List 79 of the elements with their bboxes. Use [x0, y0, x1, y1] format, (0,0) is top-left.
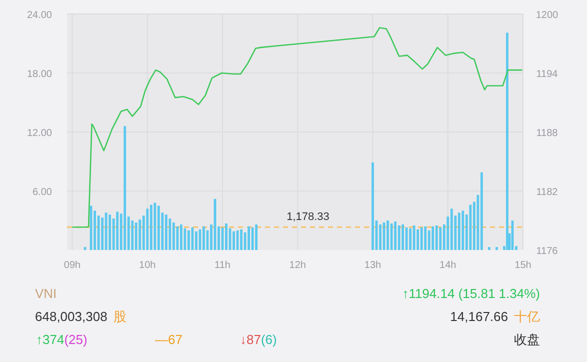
y-tick-label: 12.00: [26, 128, 52, 139]
bar: [116, 212, 119, 250]
bar: [412, 225, 416, 250]
bar: [372, 162, 374, 250]
bar: [188, 230, 190, 250]
bar: [379, 224, 382, 250]
bar: [168, 218, 172, 250]
bar: [488, 247, 490, 250]
text: (25): [64, 332, 88, 347]
bar: [432, 226, 434, 250]
bar: [202, 226, 205, 250]
bar: [435, 225, 438, 250]
bar: [496, 247, 498, 250]
x-tick-label: 12h: [289, 260, 306, 271]
text: 收盘: [514, 332, 540, 347]
y-tick-label: 24.00: [26, 10, 52, 21]
bar: [157, 206, 160, 250]
bar: [416, 229, 420, 250]
text: (6): [260, 332, 277, 347]
line-series: [72, 27, 523, 228]
y-tick-label: 18.00: [26, 69, 52, 80]
bar: [405, 227, 408, 250]
bar: [469, 204, 472, 250]
y2-tick-label: 1176: [536, 246, 558, 257]
bar: [480, 172, 483, 250]
bar: [131, 220, 134, 250]
text: VNI: [35, 286, 57, 301]
bar: [394, 221, 396, 250]
bar: [402, 224, 404, 250]
text: ↑374: [36, 332, 64, 347]
text: 股: [113, 309, 126, 324]
bar: [172, 222, 175, 250]
bar: [138, 220, 142, 250]
bar: [164, 214, 168, 250]
text: 14,167.66: [450, 309, 508, 324]
ref-line-label: 1,178.33: [286, 211, 330, 224]
bar: [439, 227, 442, 250]
bar: [506, 32, 508, 250]
text: ↓87: [240, 332, 261, 347]
y2-tick-label: 1194: [536, 69, 558, 80]
bar: [420, 227, 423, 250]
x-tick-label: 14h: [440, 260, 456, 271]
bar: [458, 212, 460, 250]
bar: [248, 226, 250, 250]
x-tick-label: 15h: [514, 260, 532, 271]
x-tick-label: 13h: [364, 260, 382, 271]
bar: [150, 204, 152, 250]
x-tick-label: 10h: [139, 260, 156, 271]
bar: [386, 220, 389, 250]
bar: [428, 230, 430, 250]
bar: [462, 210, 464, 250]
bar: [195, 231, 198, 250]
bar: [424, 226, 427, 250]
text: 648,003,308: [35, 309, 108, 324]
bar: [146, 208, 149, 250]
bar: [104, 212, 108, 250]
text: —67: [155, 332, 182, 347]
bar: [255, 224, 258, 250]
bar: [154, 202, 156, 250]
bar: [180, 224, 182, 250]
bar: [251, 227, 254, 250]
y2-tick-label: 1188: [536, 128, 558, 139]
bar: [225, 223, 228, 250]
text: ↑1194.14 (15.81 1.34%): [402, 286, 540, 301]
bar: [240, 229, 242, 250]
x-tick-label: 09h: [64, 260, 81, 271]
text: 十亿: [514, 309, 540, 324]
y-tick-label: 6.00: [32, 187, 52, 198]
bar: [232, 231, 235, 250]
bar: [124, 126, 126, 250]
y2-tick-label: 1200: [536, 10, 559, 21]
bar: [409, 228, 412, 250]
bar: [108, 214, 112, 250]
x-tick-label: 11h: [214, 260, 230, 271]
y2-tick-label: 1182: [536, 187, 558, 198]
bar: [134, 222, 138, 250]
bar: [176, 226, 179, 250]
bar: [450, 208, 453, 250]
bar: [184, 228, 186, 250]
